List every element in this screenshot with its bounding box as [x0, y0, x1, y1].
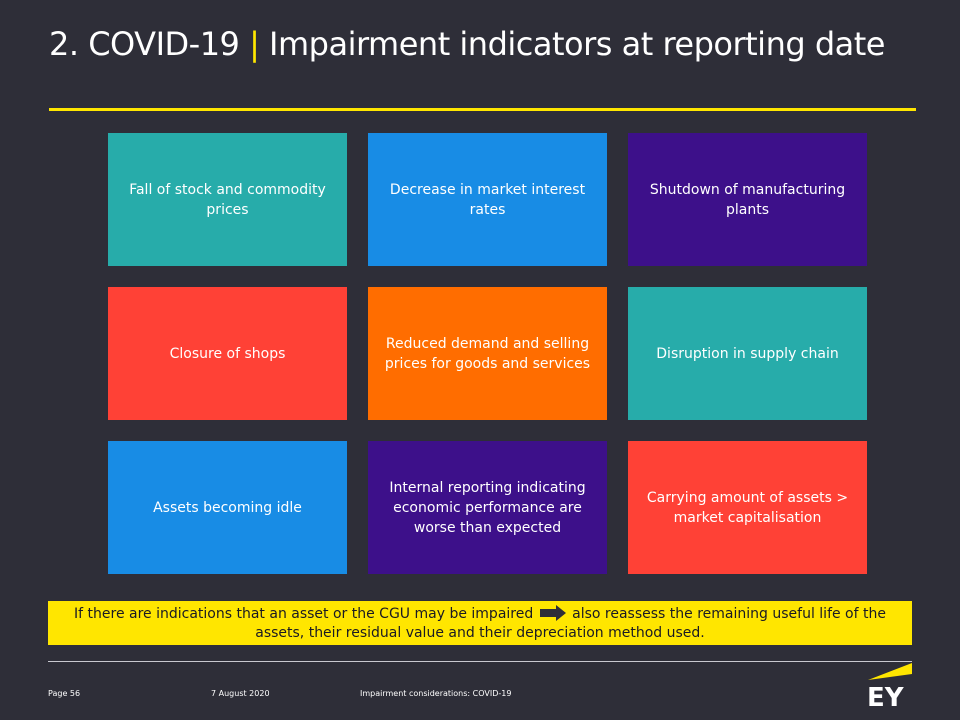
indicator-label: Internal reporting indicating economic p… — [389, 479, 586, 536]
indicator-label: Shutdown of manufacturing plants — [649, 181, 846, 218]
title-text: Impairment indicators at reporting date — [269, 25, 885, 63]
footer-divider — [48, 661, 912, 662]
indicator-tile-plant-shutdown: Shutdown of manufacturing plants — [628, 133, 867, 266]
indicator-label: Carrying amount of assets > market capit… — [646, 489, 849, 526]
indicator-tile-reduced-demand: Reduced demand and selling prices for go… — [368, 287, 607, 420]
impairment-note-banner: If there are indications that an asset o… — [48, 601, 912, 645]
indicator-label: Disruption in supply chain — [656, 345, 839, 362]
indicator-tile-market-cap: Carrying amount of assets > market capit… — [628, 441, 867, 574]
indicator-tile-supply-chain: Disruption in supply chain — [628, 287, 867, 420]
indicator-tile-stock-prices: Fall of stock and commodity prices — [108, 133, 347, 266]
indicator-label: Fall of stock and commodity prices — [129, 181, 326, 218]
indicator-tile-internal-reporting: Internal reporting indicating economic p… — [368, 441, 607, 574]
right-arrow-icon — [539, 605, 566, 621]
indicator-tile-interest-rates: Decrease in market interest rates — [368, 133, 607, 266]
indicator-grid: Fall of stock and commodity prices Decre… — [108, 133, 867, 574]
indicator-tile-shop-closure: Closure of shops — [108, 287, 347, 420]
title-number: 2. COVID-19 — [49, 25, 240, 63]
indicator-label: Reduced demand and selling prices for go… — [384, 335, 591, 372]
page-title: 2. COVID-19 | Impairment indicators at r… — [49, 24, 909, 64]
banner-text-part2: also reassess the remaining useful life … — [255, 606, 886, 641]
banner-text-part1: If there are indications that an asset o… — [74, 606, 534, 622]
page-number: Page 56 — [48, 689, 81, 698]
logo-text: EY — [867, 683, 905, 708]
title-separator: | — [249, 25, 260, 63]
indicator-label: Assets becoming idle — [153, 499, 302, 516]
footer-date: 7 August 2020 — [211, 689, 270, 698]
ey-logo-icon: EY — [867, 663, 912, 708]
indicator-label: Decrease in market interest rates — [389, 181, 586, 218]
title-underline — [49, 108, 916, 111]
footer-document-title: Impairment considerations: COVID-19 — [360, 689, 512, 698]
indicator-label: Closure of shops — [169, 345, 286, 362]
indicator-tile-idle-assets: Assets becoming idle — [108, 441, 347, 574]
